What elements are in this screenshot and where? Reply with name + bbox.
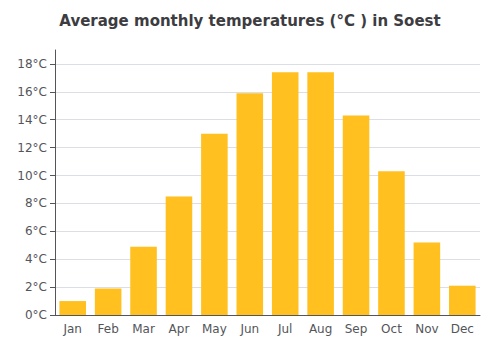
svg-text:18°C: 18°C	[17, 57, 47, 71]
svg-text:May: May	[202, 322, 227, 336]
svg-text:Jul: Jul	[277, 322, 292, 336]
svg-text:Oct: Oct	[381, 322, 402, 336]
svg-text:4°C: 4°C	[25, 252, 47, 266]
svg-text:Mar: Mar	[132, 322, 155, 336]
svg-text:2°C: 2°C	[25, 280, 47, 294]
svg-text:Sep: Sep	[345, 322, 368, 336]
svg-text:Average monthly temperatures (: Average monthly temperatures (°C ) in So…	[59, 12, 440, 30]
svg-text:10°C: 10°C	[17, 169, 47, 183]
svg-text:Nov: Nov	[415, 322, 438, 336]
svg-text:Apr: Apr	[169, 322, 190, 336]
svg-text:6°C: 6°C	[25, 224, 47, 238]
svg-text:16°C: 16°C	[17, 85, 47, 99]
svg-text:8°C: 8°C	[25, 196, 47, 210]
svg-text:Feb: Feb	[98, 322, 119, 336]
svg-text:Aug: Aug	[309, 322, 332, 336]
svg-text:0°C: 0°C	[25, 308, 47, 322]
svg-text:12°C: 12°C	[17, 141, 47, 155]
svg-text:Dec: Dec	[451, 322, 474, 336]
svg-text:14°C: 14°C	[17, 113, 47, 127]
svg-text:Jun: Jun	[239, 322, 259, 336]
svg-text:Jan: Jan	[62, 322, 82, 336]
